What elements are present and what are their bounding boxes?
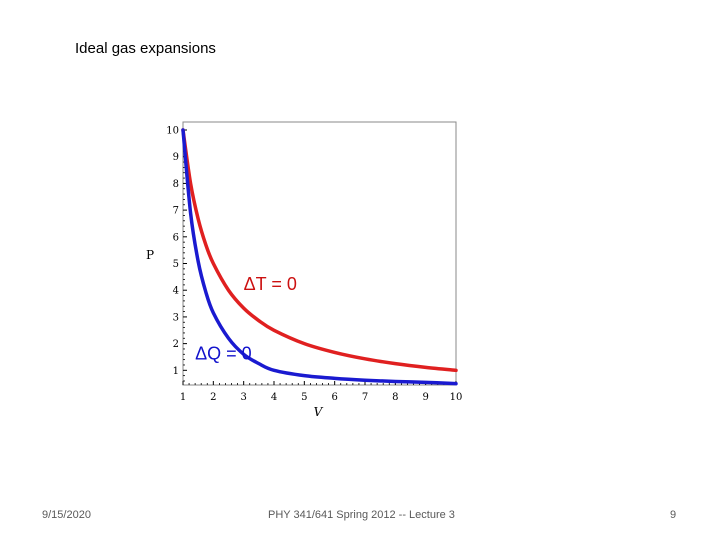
- y-tick-label: 5: [173, 259, 179, 270]
- x-tick-label: 9: [422, 392, 428, 403]
- y-tick-label: 2: [173, 339, 179, 350]
- x-tick-label: 1: [180, 392, 186, 403]
- x-tick-label: 10: [450, 392, 463, 403]
- annotation-delta-q: ΔQ = 0: [195, 344, 252, 364]
- footer-page-number: 9: [670, 509, 677, 521]
- x-tick-label: 5: [301, 392, 307, 403]
- y-tick-label: 4: [173, 286, 179, 297]
- annotation-delta-t: ΔT = 0: [244, 274, 297, 294]
- x-axis-label: V: [314, 405, 324, 419]
- y-tick-label: 8: [173, 179, 179, 190]
- series-line-adiabat: [181, 128, 458, 386]
- y-tick-label: 6: [173, 232, 179, 243]
- x-tick-label: 6: [331, 392, 337, 403]
- plot-frame: [182, 121, 457, 386]
- x-tick-label: 7: [362, 392, 368, 403]
- x-tick-label: 3: [240, 392, 246, 403]
- y-tick-label: 9: [173, 152, 179, 163]
- y-tick-label: 10: [166, 126, 179, 137]
- x-tick-label: 2: [210, 392, 216, 403]
- x-tick-label: 4: [271, 392, 277, 403]
- series-line-isotherm: [181, 128, 458, 373]
- y-axis-label: P: [146, 248, 154, 262]
- slide-title: Ideal gas expansions: [75, 40, 216, 57]
- y-tick-label: 7: [173, 206, 179, 217]
- y-tick-label: 1: [173, 366, 179, 377]
- x-tick-label: 8: [392, 392, 398, 403]
- footer-course: PHY 341/641 Spring 2012 -- Lecture 3: [268, 509, 455, 521]
- footer-date: 9/15/2020: [42, 509, 91, 521]
- y-tick-label: 3: [173, 312, 179, 323]
